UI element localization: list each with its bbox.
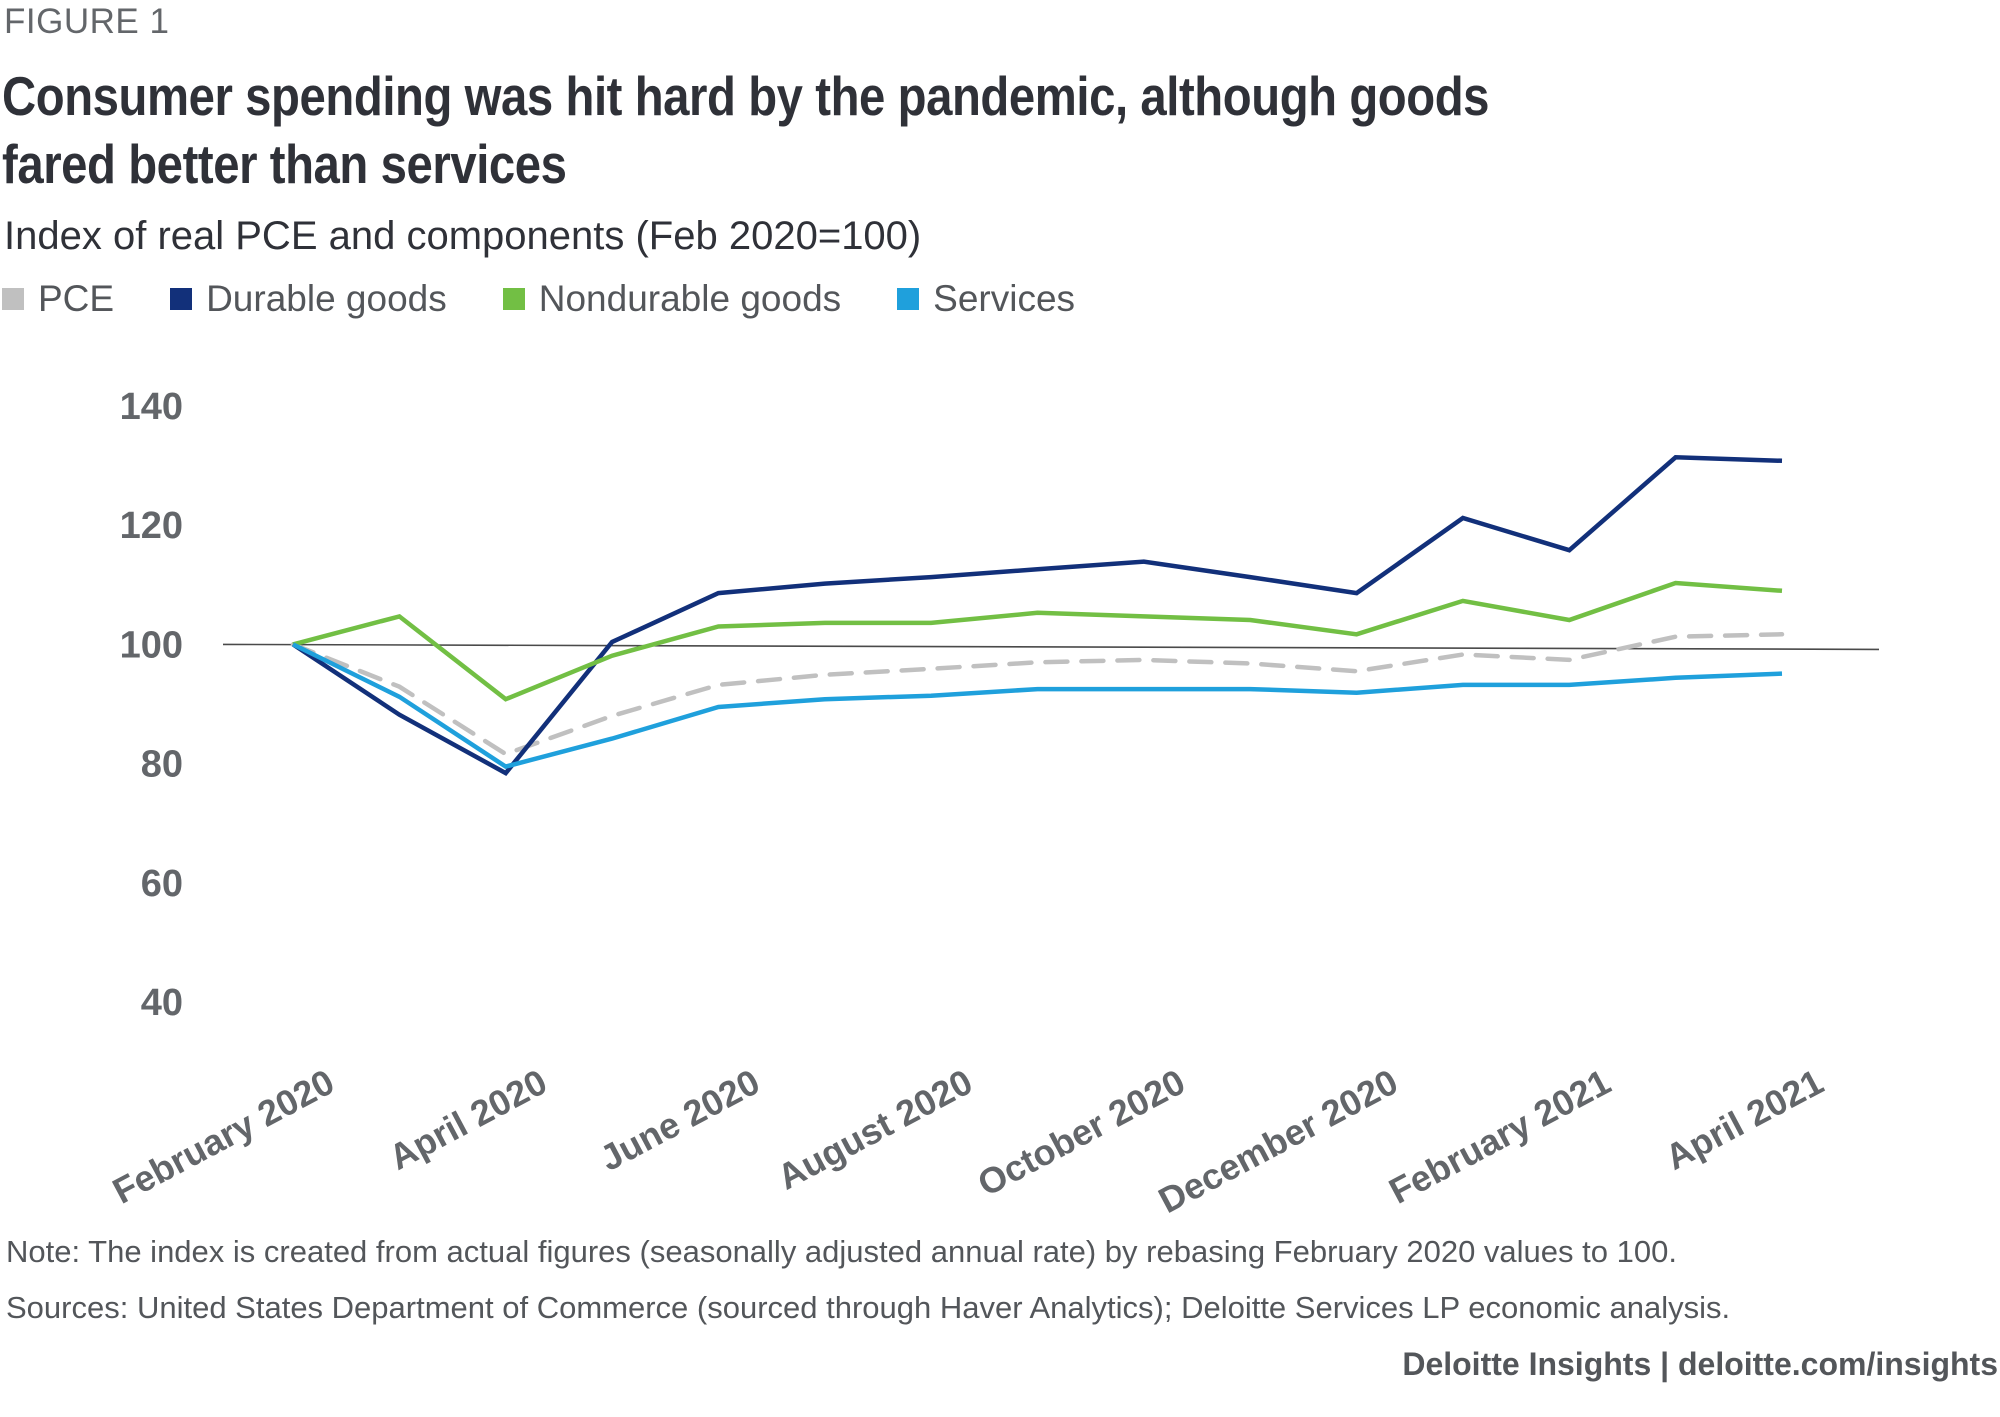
y-tick-label: 60 — [141, 863, 183, 905]
series-line-durable-goods — [291, 455, 1783, 776]
y-tick-label: 120 — [120, 505, 183, 547]
series-line-pce — [290, 632, 1785, 757]
legend-item-services: Services — [897, 278, 1075, 320]
legend-label-nondurable-goods: Nondurable goods — [538, 278, 842, 319]
x-tick-label: August 2020 — [771, 1061, 979, 1198]
x-tick-label: February 2020 — [106, 1061, 341, 1212]
y-axis: 40 60 80 100 120 140 — [120, 386, 183, 1024]
chart-title: Consumer spending was hit hard by the pa… — [2, 65, 1490, 195]
legend-item-pce: PCE — [2, 278, 114, 320]
series-line-services — [292, 642, 1783, 770]
figure-label: FIGURE 1 — [4, 2, 170, 41]
legend: PCE Durable goods Nondurable goods Servi… — [2, 278, 1131, 320]
x-axis: February 2020 April 2020 June 2020 August 2… — [106, 1061, 1830, 1221]
y-tick-label: 100 — [120, 624, 183, 666]
x-tick-label: February 2021 — [1382, 1061, 1617, 1212]
legend-item-durable-goods: Durable goods — [170, 278, 447, 320]
legend-label-services: Services — [933, 278, 1076, 319]
y-tick-label: 140 — [120, 386, 183, 428]
x-tick-label: April 2021 — [1659, 1061, 1830, 1178]
legend-swatch-pce — [2, 288, 24, 310]
brand-credit: Deloitte Insights | deloitte.com/insight… — [1402, 1346, 1998, 1382]
x-tick-label: June 2020 — [593, 1061, 766, 1179]
chart-subtitle: Index of real PCE and components (Feb 20… — [4, 214, 922, 258]
reference-line-100 — [222, 643, 1880, 651]
legend-item-nondurable-goods: Nondurable goods — [502, 278, 842, 320]
legend-swatch-durable-goods — [170, 288, 193, 310]
reference-line-group — [222, 643, 1880, 651]
x-tick-label: December 2020 — [1152, 1061, 1405, 1221]
x-tick-label: April 2020 — [382, 1061, 553, 1178]
y-tick-label: 40 — [141, 982, 183, 1024]
footnote: Note: The index is created from actual f… — [6, 1234, 1677, 1269]
legend-label-durable-goods: Durable goods — [206, 278, 447, 319]
series-line-nondurable-goods — [292, 580, 1783, 702]
legend-swatch-services — [897, 288, 920, 310]
legend-swatch-nondurable-goods — [502, 288, 525, 310]
y-tick-label: 80 — [141, 744, 183, 786]
series-group — [290, 455, 1785, 776]
legend-label-pce: PCE — [38, 278, 115, 319]
sources-note: Sources: United States Department of Com… — [6, 1290, 1731, 1325]
